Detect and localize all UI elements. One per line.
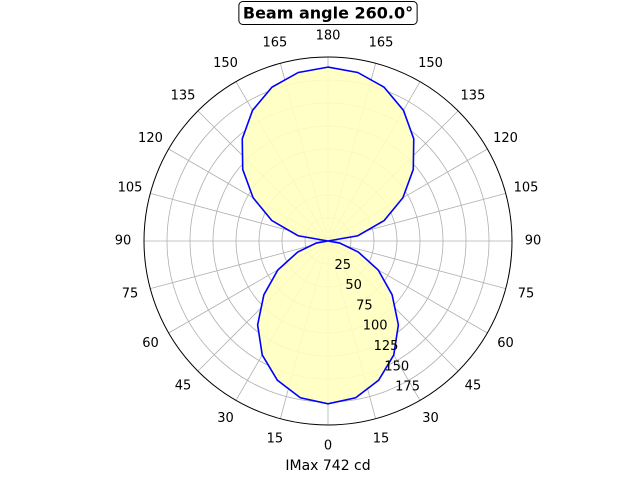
angle-tick-label: 120	[493, 131, 518, 146]
polar-frame	[143, 56, 513, 426]
angle-tick-label: 45	[175, 378, 192, 393]
angle-tick-label: 105	[514, 180, 539, 195]
angle-tick-label: 15	[267, 432, 284, 447]
angle-tick-label: 105	[118, 180, 143, 195]
angle-tick-label: 75	[122, 287, 139, 302]
title-box	[238, 1, 418, 25]
radial-tick-label: 50	[345, 278, 362, 293]
angle-tick-label: 150	[213, 56, 238, 71]
angle-tick-label: 0	[324, 439, 332, 454]
angle-tick-label: 150	[418, 56, 443, 71]
radial-tick-label: 25	[335, 258, 352, 273]
angle-tick-label: 60	[497, 336, 514, 351]
angle-tick-label: 45	[465, 378, 482, 393]
angle-tick-label: 165	[369, 35, 394, 50]
angle-tick-label: 165	[263, 35, 288, 50]
angle-tick-label: 15	[373, 432, 390, 447]
radial-tick-label: 175	[395, 380, 420, 395]
angle-tick-label: 135	[461, 89, 486, 104]
radial-tick-label: 125	[374, 339, 399, 354]
angle-tick-label: 120	[138, 131, 163, 146]
radial-tick-label: 150	[384, 359, 409, 374]
chart-title: Beam angle 260.0°	[243, 4, 413, 23]
radial-tick-label: 100	[363, 319, 388, 334]
angle-tick-label: 90	[115, 234, 132, 249]
angle-tick-label: 135	[171, 89, 196, 104]
x-axis-label: IMax 742 cd	[285, 458, 370, 474]
angle-tick-label: 60	[142, 336, 159, 351]
angle-tick-label: 30	[217, 411, 234, 426]
angle-tick-label: 180	[316, 29, 341, 44]
angle-tick-label: 75	[518, 287, 535, 302]
angle-tick-label: 30	[422, 411, 439, 426]
radial-tick-label: 75	[356, 298, 373, 313]
angle-tick-label: 90	[525, 234, 542, 249]
data-line	[241, 66, 415, 405]
